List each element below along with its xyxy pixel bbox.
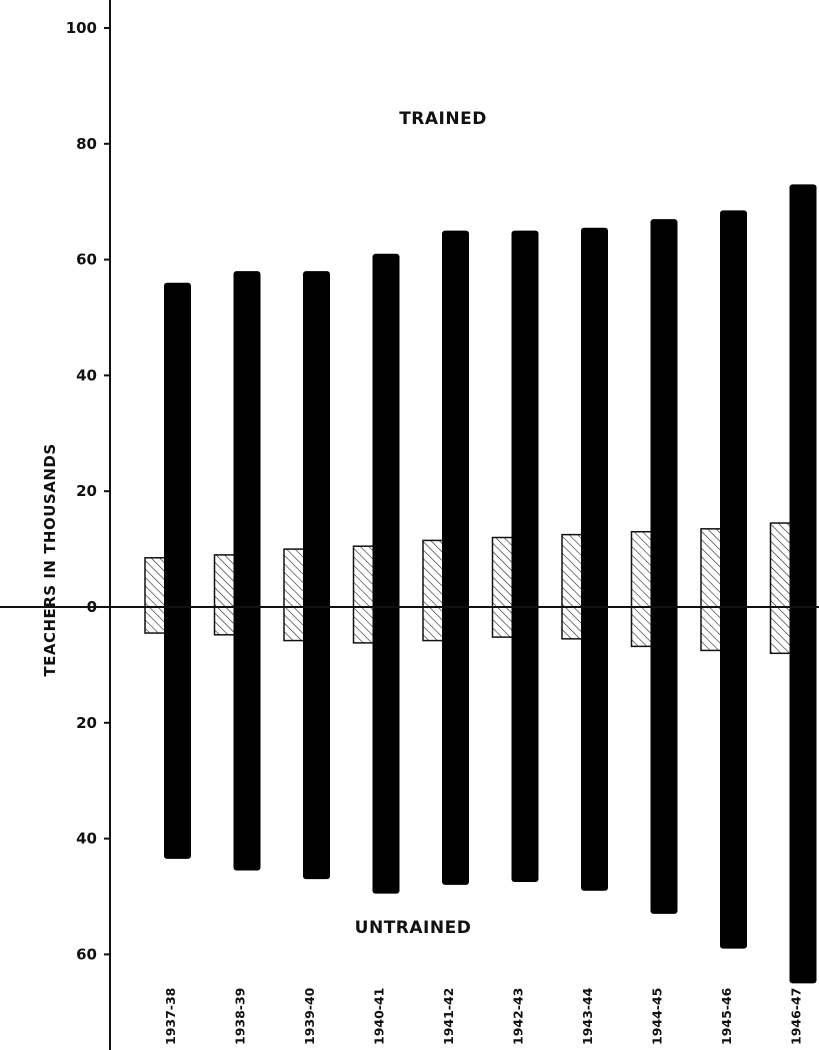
bar-group (144, 184, 817, 984)
category-label: 1946-47 (789, 988, 804, 1045)
lower-annotation: UNTRAINED (355, 918, 472, 938)
untrained-bar (442, 230, 469, 885)
category-label: 1937-38 (163, 988, 178, 1045)
y-tick-label: 60 (76, 945, 97, 963)
trained-bar (352, 545, 376, 644)
untrained-bar (720, 210, 747, 949)
category-label: 1941-42 (441, 988, 456, 1045)
category-label-group: 1937-38 1938-39 1939-40 1940-41 1941-42 1942-… (163, 987, 804, 1045)
category-label: 1939-40 (302, 987, 317, 1045)
category-label: 1938-39 (233, 988, 248, 1045)
untrained-bar (650, 219, 678, 914)
untrained-bar (303, 271, 330, 880)
untrained-bar (372, 253, 400, 894)
untrained-bar (581, 227, 608, 891)
trained-bar (561, 533, 584, 640)
y-tick-label: 60 (76, 251, 97, 269)
y-tick-label: 20 (76, 482, 97, 500)
category-label: 1940-41 (372, 988, 387, 1045)
y-tick-label: 100 (66, 19, 97, 37)
trained-bar (422, 539, 445, 642)
y-axis-label: TEACHERS IN THOUSANDS (41, 443, 59, 676)
trained-bar (283, 548, 306, 642)
untrained-bar (164, 282, 191, 859)
category-label: 1942-43 (511, 988, 526, 1045)
category-label: 1945-46 (719, 987, 734, 1045)
trained-bar (213, 554, 237, 636)
untrained-bar (511, 230, 539, 883)
y-tick-label: 20 (76, 714, 97, 732)
untrained-bar (789, 184, 817, 984)
trained-bar (700, 528, 723, 652)
trained-bar (630, 530, 654, 648)
trained-bar (769, 522, 793, 655)
y-tick-label: 40 (76, 366, 97, 384)
trained-bar (144, 557, 167, 634)
y-tick-label: 80 (76, 135, 97, 153)
untrained-bar (233, 271, 261, 871)
category-label: 1944-45 (650, 988, 665, 1045)
y-tick-label: 40 (76, 830, 97, 848)
category-label: 1943-44 (580, 987, 595, 1045)
trained-bar (491, 536, 515, 638)
upper-annotation: TRAINED (399, 109, 487, 129)
